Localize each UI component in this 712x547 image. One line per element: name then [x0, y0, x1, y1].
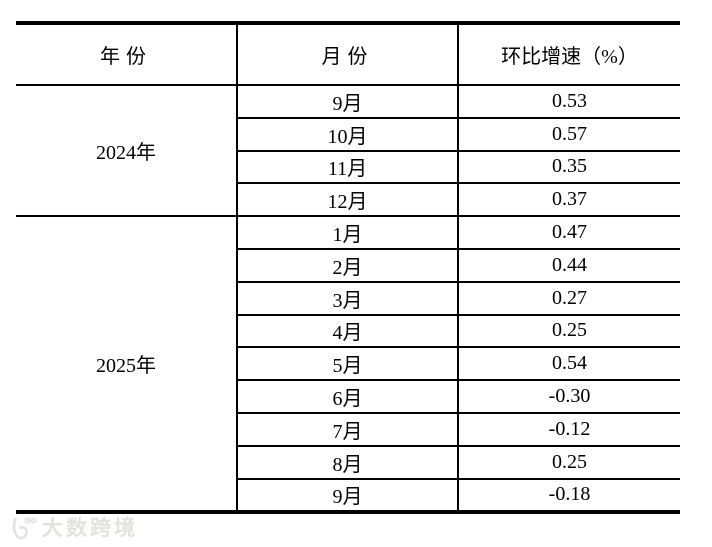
month-cell: 9月 — [236, 84, 459, 119]
value-cell: 0.47 — [458, 215, 680, 250]
table-row: 11月 0.35 — [16, 149, 680, 185]
value-cell: 0.37 — [458, 182, 680, 218]
month-cell: 3月 — [236, 280, 459, 316]
month-cell: 9月 — [236, 477, 459, 514]
col-header-month: 月份 — [236, 23, 459, 86]
table-row: 6月 -0.30 — [16, 379, 680, 414]
dashukuajing-logo-icon — [10, 516, 37, 540]
table-row: 8月 0.25 — [16, 444, 680, 480]
table-row: 9月 -0.18 — [16, 477, 680, 514]
col-header-year: 年份 — [16, 23, 237, 86]
table-row: 10月 0.57 — [16, 116, 680, 152]
month-cell: 7月 — [236, 411, 459, 447]
month-cell: 11月 — [236, 149, 459, 185]
watermark-text: 大数跨境 — [42, 516, 138, 540]
value-cell: 0.54 — [458, 346, 680, 382]
value-cell: 0.27 — [458, 280, 680, 316]
month-cell: 5月 — [236, 346, 459, 382]
year-cell-2025: 2025年 — [16, 215, 237, 514]
month-cell: 10月 — [236, 116, 459, 152]
month-cell: 12月 — [236, 182, 459, 218]
value-cell: 0.25 — [458, 444, 680, 480]
month-cell: 1月 — [236, 215, 459, 250]
month-cell: 6月 — [236, 379, 459, 414]
table-row: 3月 0.27 — [16, 280, 680, 316]
table-row: 12月 0.37 — [16, 182, 680, 218]
value-cell: 0.53 — [458, 84, 680, 119]
month-cell: 2月 — [236, 247, 459, 283]
value-cell: -0.18 — [458, 477, 680, 514]
value-cell: 0.57 — [458, 116, 680, 152]
month-cell: 4月 — [236, 313, 459, 349]
table-row: 7月 -0.12 — [16, 411, 680, 447]
table-row: 2月 0.44 — [16, 247, 680, 283]
table-row: 5月 0.54 — [16, 346, 680, 382]
col-header-growth: 环比增速（%） — [458, 23, 680, 86]
month-cell: 8月 — [236, 444, 459, 480]
growth-rate-table: 年份 月份 环比增速（%） 2024年 9月 0.53 10月 0.57 11月… — [16, 21, 680, 515]
value-cell: 0.35 — [458, 149, 680, 185]
value-cell: -0.30 — [458, 379, 680, 414]
value-cell: 0.25 — [458, 313, 680, 349]
watermark: 大数跨境 — [10, 516, 138, 540]
table-row: 2024年 9月 0.53 — [16, 83, 680, 218]
header-row: 年份 月份 环比增速（%） — [16, 23, 680, 86]
table-row: 2025年 1月 0.47 — [16, 215, 680, 514]
table-row: 4月 0.25 — [16, 313, 680, 349]
value-cell: 0.44 — [458, 247, 680, 283]
value-cell: -0.12 — [458, 411, 680, 447]
year-cell-2024: 2024年 — [16, 83, 237, 218]
